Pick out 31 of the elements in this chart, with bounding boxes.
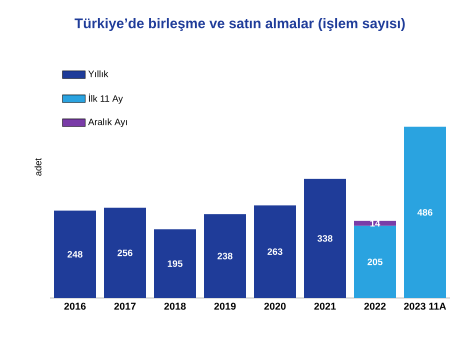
x-tick-label: 2017: [114, 302, 136, 310]
x-tick-label: 2016: [64, 302, 86, 310]
bar: [404, 126, 446, 298]
bar: [354, 226, 396, 298]
y-axis-title: adet: [34, 158, 42, 176]
data-label: 338: [317, 235, 332, 242]
x-tick-label: 2022: [364, 302, 386, 310]
legend-label: İlk 11 Ay: [88, 94, 123, 104]
data-label: 238: [218, 252, 232, 260]
bar: [54, 210, 96, 298]
data-label: 195: [168, 260, 182, 267]
data-label: 256: [118, 250, 132, 256]
data-label: 263: [268, 248, 282, 255]
data-label: 205: [368, 258, 382, 266]
bar: [154, 229, 196, 298]
x-tick-label: 2020: [264, 302, 286, 310]
bar: [354, 220, 396, 226]
chart-title: Türkiye’de birleşme ve satın almalar (işlem sayısı): [74, 18, 405, 32]
x-tick-label: 2023 11A: [404, 302, 446, 310]
data-label: 486: [417, 209, 432, 216]
x-tick-label: 2019: [214, 302, 236, 310]
bar: [104, 208, 146, 298]
bar: [304, 178, 346, 298]
x-tick-label: 2021: [314, 302, 336, 310]
x-tick-label: 2018: [164, 302, 186, 310]
legend-label: Aralık Ayı: [88, 118, 127, 128]
data-label: 14: [370, 220, 380, 227]
legend-label: Yıllık: [88, 70, 108, 78]
data-label: 248: [68, 251, 82, 258]
bar: [204, 214, 246, 298]
bar: [254, 205, 296, 298]
